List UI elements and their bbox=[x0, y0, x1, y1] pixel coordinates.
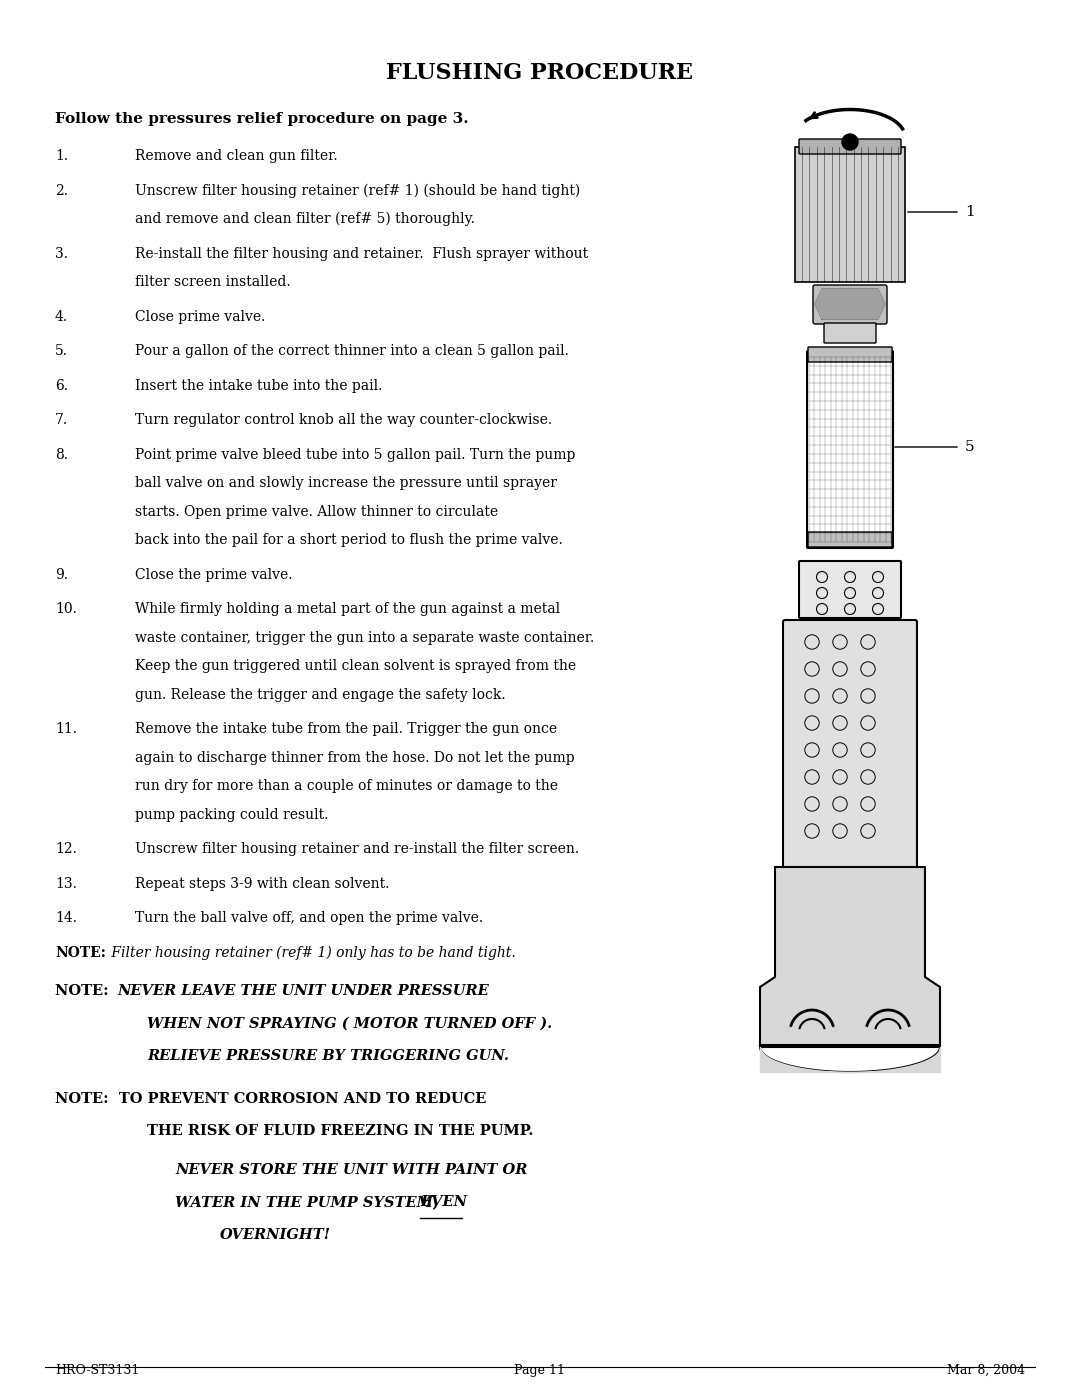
Text: NEVER STORE THE UNIT WITH PAINT OR: NEVER STORE THE UNIT WITH PAINT OR bbox=[175, 1162, 527, 1176]
Text: Unscrew filter housing retainer (ref# 1) (should be hand tight): Unscrew filter housing retainer (ref# 1)… bbox=[135, 183, 580, 198]
FancyBboxPatch shape bbox=[799, 138, 901, 154]
FancyBboxPatch shape bbox=[808, 346, 892, 362]
Text: Turn regulator control knob all the way counter-clockwise.: Turn regulator control knob all the way … bbox=[135, 414, 552, 427]
Text: 7.: 7. bbox=[55, 414, 68, 427]
Text: NOTE:: NOTE: bbox=[55, 983, 119, 997]
Polygon shape bbox=[760, 868, 940, 1046]
Text: Close the prime valve.: Close the prime valve. bbox=[135, 567, 293, 581]
Text: run dry for more than a couple of minutes or damage to the: run dry for more than a couple of minute… bbox=[135, 780, 558, 793]
Text: waste container, trigger the gun into a separate waste container.: waste container, trigger the gun into a … bbox=[135, 630, 594, 644]
Text: Close prime valve.: Close prime valve. bbox=[135, 310, 266, 324]
Text: 14.: 14. bbox=[55, 911, 77, 925]
Text: NOTE:  TO PREVENT CORROSION AND TO REDUCE: NOTE: TO PREVENT CORROSION AND TO REDUCE bbox=[55, 1091, 486, 1105]
Text: RELIEVE PRESSURE BY TRIGGERING GUN.: RELIEVE PRESSURE BY TRIGGERING GUN. bbox=[147, 1049, 509, 1063]
Text: 5.: 5. bbox=[55, 344, 68, 358]
Text: NEVER LEAVE THE UNIT UNDER PRESSURE: NEVER LEAVE THE UNIT UNDER PRESSURE bbox=[117, 983, 489, 997]
Text: gun. Release the trigger and engage the safety lock.: gun. Release the trigger and engage the … bbox=[135, 687, 505, 701]
Text: 13.: 13. bbox=[55, 876, 77, 890]
Text: Mar 8, 2004: Mar 8, 2004 bbox=[947, 1363, 1025, 1377]
Text: again to discharge thinner from the hose. Do not let the pump: again to discharge thinner from the hose… bbox=[135, 750, 575, 764]
Text: 5: 5 bbox=[966, 440, 974, 454]
Text: Pour a gallon of the correct thinner into a clean 5 gallon pail.: Pour a gallon of the correct thinner int… bbox=[135, 344, 569, 358]
Text: 1.: 1. bbox=[55, 149, 68, 163]
Text: 8.: 8. bbox=[55, 447, 68, 461]
FancyBboxPatch shape bbox=[783, 620, 917, 869]
Text: Filter housing retainer (ref# 1) only has to be hand tight.: Filter housing retainer (ref# 1) only ha… bbox=[107, 946, 516, 960]
Text: Page 11: Page 11 bbox=[514, 1363, 566, 1377]
FancyBboxPatch shape bbox=[807, 351, 893, 548]
Text: Remove the intake tube from the pail. Trigger the gun once: Remove the intake tube from the pail. Tr… bbox=[135, 722, 557, 736]
Text: FLUSHING PROCEDURE: FLUSHING PROCEDURE bbox=[387, 61, 693, 84]
FancyBboxPatch shape bbox=[799, 562, 901, 617]
Text: Remove and clean gun filter.: Remove and clean gun filter. bbox=[135, 149, 338, 163]
Text: starts. Open prime valve. Allow thinner to circulate: starts. Open prime valve. Allow thinner … bbox=[135, 504, 498, 518]
Text: Turn the ball valve off, and open the prime valve.: Turn the ball valve off, and open the pr… bbox=[135, 911, 483, 925]
Text: EVEN: EVEN bbox=[420, 1194, 467, 1208]
Text: ball valve on and slowly increase the pressure until sprayer: ball valve on and slowly increase the pr… bbox=[135, 476, 557, 490]
FancyBboxPatch shape bbox=[824, 323, 876, 344]
Text: pump packing could result.: pump packing could result. bbox=[135, 807, 328, 821]
Text: 12.: 12. bbox=[55, 842, 77, 856]
Text: filter screen installed.: filter screen installed. bbox=[135, 275, 291, 289]
FancyBboxPatch shape bbox=[808, 532, 892, 548]
Text: WATER IN THE PUMP SYSTEM,: WATER IN THE PUMP SYSTEM, bbox=[175, 1194, 443, 1208]
Text: Re-install the filter housing and retainer.  Flush sprayer without: Re-install the filter housing and retain… bbox=[135, 246, 589, 260]
Text: Point prime valve bleed tube into 5 gallon pail. Turn the pump: Point prime valve bleed tube into 5 gall… bbox=[135, 447, 576, 461]
Circle shape bbox=[842, 134, 858, 149]
Text: Keep the gun triggered until clean solvent is sprayed from the: Keep the gun triggered until clean solve… bbox=[135, 659, 576, 673]
Text: Unscrew filter housing retainer and re-install the filter screen.: Unscrew filter housing retainer and re-i… bbox=[135, 842, 579, 856]
Text: 6.: 6. bbox=[55, 379, 68, 393]
Text: 2.: 2. bbox=[55, 183, 68, 197]
Text: HRO-ST3131: HRO-ST3131 bbox=[55, 1363, 139, 1377]
Text: 3.: 3. bbox=[55, 246, 68, 260]
Text: 4.: 4. bbox=[55, 310, 68, 324]
FancyBboxPatch shape bbox=[795, 147, 905, 282]
Text: Follow the pressures relief procedure on page 3.: Follow the pressures relief procedure on… bbox=[55, 112, 469, 126]
Text: While firmly holding a metal part of the gun against a metal: While firmly holding a metal part of the… bbox=[135, 602, 561, 616]
Text: WHEN NOT SPRAYING ( MOTOR TURNED OFF ).: WHEN NOT SPRAYING ( MOTOR TURNED OFF ). bbox=[147, 1017, 552, 1031]
Text: OVERNIGHT!: OVERNIGHT! bbox=[220, 1228, 330, 1242]
Text: NOTE:: NOTE: bbox=[55, 946, 106, 960]
Text: and remove and clean filter (ref# 5) thoroughly.: and remove and clean filter (ref# 5) tho… bbox=[135, 212, 475, 226]
Text: 10.: 10. bbox=[55, 602, 77, 616]
Text: 1: 1 bbox=[966, 205, 975, 219]
Text: Repeat steps 3-9 with clean solvent.: Repeat steps 3-9 with clean solvent. bbox=[135, 876, 390, 890]
Text: 11.: 11. bbox=[55, 722, 77, 736]
Text: Insert the intake tube into the pail.: Insert the intake tube into the pail. bbox=[135, 379, 382, 393]
Polygon shape bbox=[815, 289, 885, 319]
Text: back into the pail for a short period to flush the prime valve.: back into the pail for a short period to… bbox=[135, 534, 563, 548]
Text: 9.: 9. bbox=[55, 567, 68, 581]
FancyBboxPatch shape bbox=[813, 285, 887, 324]
Text: THE RISK OF FLUID FREEZING IN THE PUMP.: THE RISK OF FLUID FREEZING IN THE PUMP. bbox=[147, 1125, 534, 1139]
